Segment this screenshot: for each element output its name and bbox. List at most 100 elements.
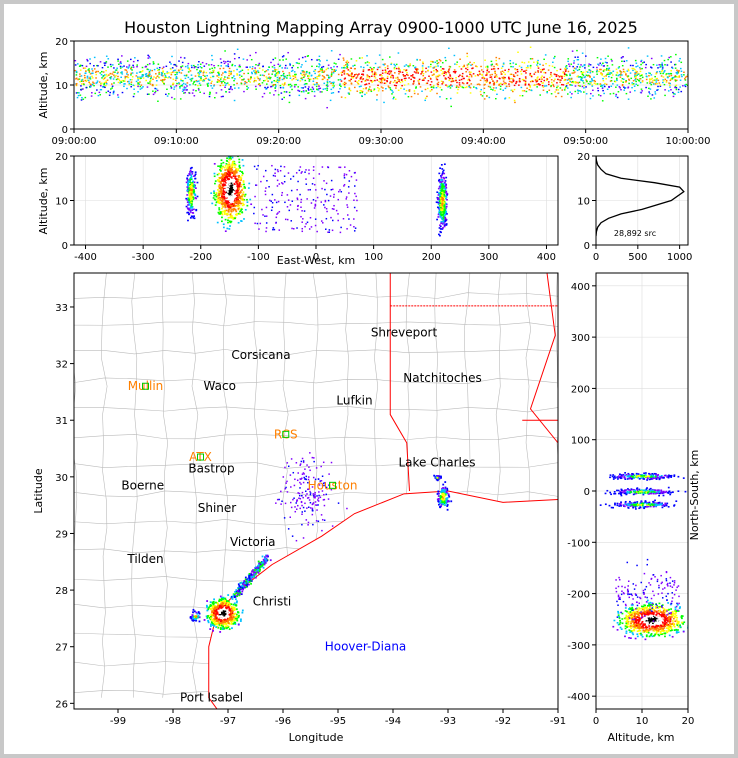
source-point: [233, 70, 235, 72]
source-point: [362, 69, 365, 71]
source-point: [494, 75, 497, 77]
source-point: [424, 88, 427, 91]
source-point: [442, 210, 445, 213]
source-point: [360, 77, 362, 79]
source-point: [249, 66, 251, 68]
source-point: [191, 195, 194, 198]
source-point: [527, 61, 530, 63]
source-point: [114, 71, 116, 73]
source-point: [486, 66, 489, 68]
source-point: [504, 76, 506, 79]
source-point: [621, 84, 624, 87]
source-point: [607, 72, 609, 74]
source-point: [489, 76, 492, 79]
source-point: [412, 65, 415, 67]
source-point: [316, 230, 318, 233]
source-point: [303, 73, 305, 76]
source-point: [639, 78, 641, 80]
source-point: [598, 70, 600, 73]
source-point: [191, 189, 194, 192]
source-point: [443, 72, 446, 75]
source-point: [596, 70, 598, 72]
source-point: [421, 69, 424, 71]
source-point: [237, 156, 239, 158]
source-point: [307, 92, 310, 94]
source-point: [233, 53, 236, 55]
source-point: [194, 177, 197, 180]
source-point: [267, 77, 270, 79]
source-point: [264, 190, 267, 192]
source-point: [380, 78, 382, 80]
source-point: [555, 89, 558, 91]
source-point: [222, 616, 225, 619]
source-point: [481, 95, 484, 97]
source-point: [567, 60, 569, 63]
source-point: [235, 187, 238, 189]
source-point: [189, 177, 191, 180]
source-point: [300, 66, 302, 68]
source-point: [215, 92, 218, 94]
source-point: [493, 84, 495, 86]
source-point: [391, 89, 393, 92]
source-point: [387, 67, 389, 70]
source-point: [306, 221, 309, 224]
source-point: [324, 206, 326, 209]
source-point: [451, 77, 454, 80]
source-point: [378, 80, 380, 83]
source-point: [649, 72, 651, 75]
source-point: [564, 87, 566, 89]
source-point: [597, 94, 600, 96]
source-point: [355, 179, 358, 181]
source-point: [349, 89, 352, 92]
source-point: [229, 156, 232, 158]
source-point: [187, 197, 189, 200]
source-point: [445, 84, 447, 86]
source-point: [479, 84, 481, 86]
source-point: [212, 625, 215, 627]
source-point: [376, 79, 379, 81]
source-point: [224, 625, 227, 628]
source-point: [420, 73, 422, 75]
source-point: [541, 84, 544, 87]
source-point: [162, 81, 164, 83]
source-point: [174, 73, 177, 76]
source-point: [240, 185, 242, 188]
source-point: [484, 83, 486, 86]
source-point: [413, 92, 416, 95]
source-point: [220, 89, 223, 91]
source-point: [196, 195, 199, 198]
source-point: [314, 76, 317, 79]
source-point: [229, 179, 232, 182]
source-point: [338, 166, 340, 169]
source-point: [251, 71, 253, 74]
source-point: [521, 90, 524, 92]
source-point: [81, 96, 83, 99]
source-point: [220, 167, 223, 170]
source-point: [564, 70, 567, 72]
source-point: [236, 200, 238, 203]
source-point: [240, 83, 243, 85]
source-point: [605, 75, 607, 77]
source-point: [188, 193, 191, 195]
source-point: [571, 84, 573, 87]
source-point: [489, 81, 491, 84]
source-point: [619, 87, 621, 89]
source-point: [193, 217, 196, 220]
source-point: [229, 609, 232, 612]
source-point: [486, 72, 489, 75]
source-point: [531, 58, 534, 60]
county-line: [74, 462, 558, 469]
source-point: [236, 182, 238, 185]
source-point: [220, 617, 222, 620]
source-point: [243, 90, 245, 93]
source-point: [221, 203, 224, 206]
source-point: [166, 72, 168, 75]
source-point: [206, 616, 209, 619]
source-point: [637, 73, 640, 75]
source-point: [590, 78, 593, 80]
source-point: [272, 85, 274, 87]
source-point: [277, 72, 279, 75]
source-point: [346, 60, 349, 62]
source-point: [217, 64, 220, 67]
source-point: [498, 84, 500, 86]
